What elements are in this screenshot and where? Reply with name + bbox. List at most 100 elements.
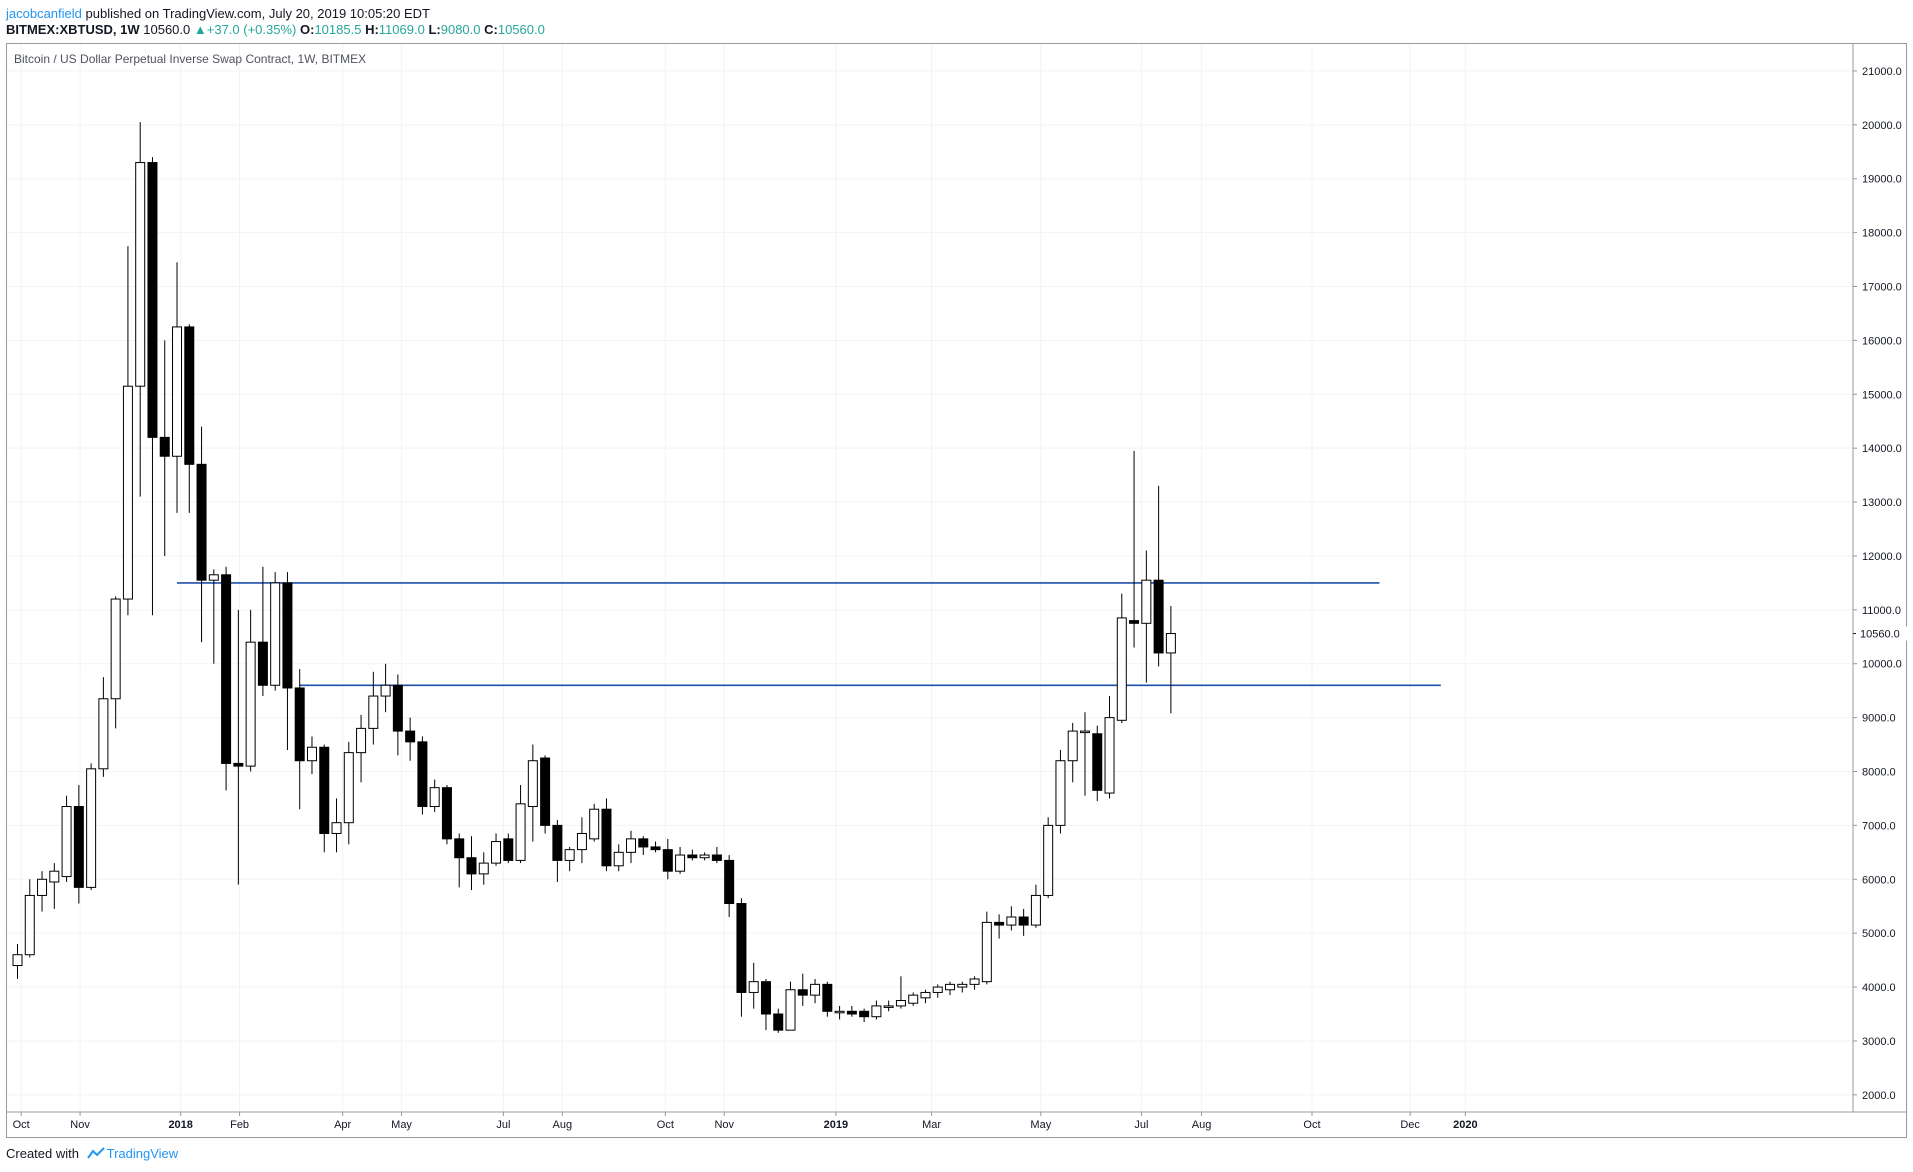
- candle-body: [294, 687, 305, 762]
- time-axis: Oct Nov 2018 Feb Apr May Jul Aug Oct Nov 2019 Mar Ma…: [13, 1112, 1478, 1131]
- open-value: 10185.5: [314, 22, 362, 37]
- candle: [122, 246, 133, 616]
- candle: [981, 911, 992, 985]
- candle-body: [675, 854, 686, 872]
- candle-body: [86, 768, 97, 888]
- open-label: O:: [300, 22, 315, 37]
- candle-body: [306, 746, 317, 762]
- candle-body: [1104, 717, 1115, 794]
- x-tick-label: Apr: [334, 1119, 351, 1131]
- candle-body: [1116, 617, 1127, 721]
- candle-body: [147, 162, 158, 438]
- candle-body: [1153, 579, 1164, 654]
- x-tick-label: Aug: [552, 1119, 572, 1131]
- candle-body: [1092, 733, 1103, 791]
- candle-body: [245, 641, 256, 767]
- x-tick-label: Oct: [657, 1119, 674, 1131]
- candle: [932, 984, 943, 998]
- candle: [233, 609, 244, 885]
- candle-body: [760, 981, 771, 1015]
- candle-body: [1018, 916, 1029, 926]
- candle: [319, 744, 330, 853]
- candle: [1153, 485, 1164, 667]
- candle: [454, 833, 465, 888]
- candle-body: [257, 641, 268, 686]
- close-label: C:: [484, 22, 498, 37]
- candle: [110, 596, 121, 729]
- candle-body: [576, 832, 587, 851]
- candle-body: [552, 824, 563, 861]
- candle: [883, 1000, 894, 1012]
- candle: [638, 836, 649, 856]
- candle-body: [515, 803, 526, 861]
- candle: [773, 1008, 784, 1033]
- y-tick-label: 4000.0: [1862, 982, 1896, 994]
- candle: [392, 674, 403, 756]
- candle-body: [846, 1010, 857, 1015]
- y-tick-label: 11000.0: [1862, 605, 1901, 617]
- candle-body: [797, 989, 808, 996]
- x-tick-label: 2019: [824, 1119, 848, 1131]
- tradingview-link[interactable]: TradingView: [106, 1146, 179, 1161]
- footer: Created with TradingView: [6, 1146, 178, 1161]
- candle-body: [748, 981, 759, 993]
- x-tick-label: May: [1030, 1119, 1051, 1131]
- candle: [441, 784, 452, 845]
- candle-body: [871, 1005, 882, 1018]
- candle-body: [834, 1010, 845, 1014]
- candle-body: [73, 806, 84, 888]
- low-value: 9080.0: [440, 22, 481, 37]
- chart-title: Bitcoin / US Dollar Perpetual Inverse Sw…: [14, 52, 367, 66]
- candle: [810, 978, 821, 1004]
- candle-body: [785, 989, 796, 1031]
- candle: [86, 763, 97, 891]
- published-text: published on TradingView.com, July 20, 2…: [85, 6, 430, 21]
- y-tick-label: 14000.0: [1862, 443, 1902, 455]
- candle-body: [392, 684, 403, 732]
- author-link[interactable]: jacobcanfield: [6, 6, 82, 21]
- y-tick-label: 17000.0: [1862, 282, 1902, 294]
- candle: [196, 426, 207, 643]
- candle-body: [368, 695, 379, 729]
- candle-body: [196, 463, 207, 581]
- candle: [908, 992, 919, 1006]
- candle: [503, 833, 514, 864]
- candle: [159, 340, 170, 556]
- candle: [1092, 725, 1103, 802]
- candle: [527, 744, 538, 842]
- candle: [356, 714, 367, 783]
- candle-body: [822, 983, 833, 1012]
- x-tick-label: Jul: [1134, 1119, 1148, 1131]
- candle: [221, 566, 232, 791]
- chart-frame: [6, 43, 1907, 1138]
- candle-body: [343, 752, 354, 824]
- candle: [98, 677, 109, 777]
- last-price: 10560.0: [143, 22, 191, 37]
- candle-body: [1165, 633, 1176, 654]
- candle: [270, 572, 281, 691]
- candle-body: [736, 903, 747, 993]
- candle: [969, 976, 980, 990]
- candle: [957, 981, 968, 993]
- candle: [711, 846, 722, 864]
- candle-body: [540, 757, 551, 826]
- candle: [1104, 696, 1115, 799]
- price-axis: 2000.0 3000.0 4000.0 5000.0 6000.0 7000.0 8000…: [1853, 66, 1908, 1102]
- y-tick-label: 21000.0: [1862, 66, 1902, 78]
- horizontal-lines-layer: [177, 582, 1441, 687]
- candle: [895, 976, 906, 1009]
- candle-body: [429, 787, 440, 808]
- candle: [736, 898, 747, 1017]
- candle-body: [662, 849, 673, 872]
- candle: [147, 157, 158, 616]
- candle: [1165, 606, 1176, 714]
- candle: [429, 779, 440, 812]
- candle: [73, 784, 84, 904]
- candle-body: [1141, 579, 1152, 624]
- candle: [1079, 712, 1090, 796]
- candle: [576, 817, 587, 864]
- candle-body: [895, 1000, 906, 1007]
- candle: [1043, 817, 1054, 899]
- candle: [748, 962, 759, 1009]
